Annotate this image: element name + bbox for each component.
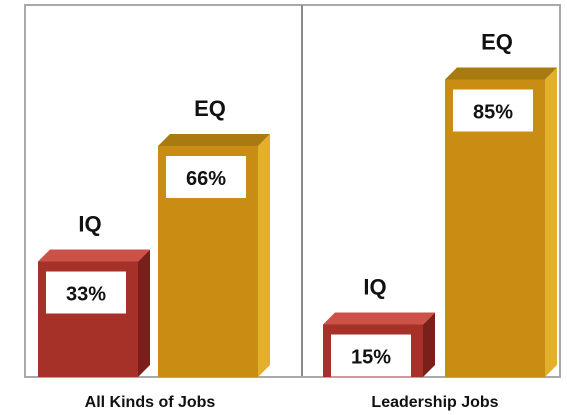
value-label-iq-leadership-jobs: 15% bbox=[351, 347, 391, 369]
bar-side-eq-all-kinds-of-jobs bbox=[258, 134, 270, 377]
bar-side-eq-leadership-jobs bbox=[545, 67, 557, 377]
bar-top-iq-all-kinds-of-jobs bbox=[38, 249, 150, 262]
category-label-all-kinds-of-jobs: All Kinds of Jobs bbox=[85, 394, 216, 411]
bar-side-iq-all-kinds-of-jobs bbox=[138, 249, 150, 377]
value-label-eq-leadership-jobs: 85% bbox=[473, 102, 513, 124]
series-label-eq-all-kinds-of-jobs: EQ bbox=[194, 96, 226, 121]
value-box-iq-leadership-jobs bbox=[331, 334, 411, 377]
category-label-leadership-jobs: Leadership Jobs bbox=[371, 394, 498, 411]
bar-top-iq-leadership-jobs bbox=[323, 312, 435, 325]
bar-top-eq-all-kinds-of-jobs bbox=[158, 134, 270, 146]
bars-layer bbox=[38, 67, 557, 377]
series-label-iq-leadership-jobs: IQ bbox=[363, 275, 386, 300]
bar-top-eq-leadership-jobs bbox=[445, 67, 557, 80]
labels-layer: 33% IQ 66% EQ 15% IQ 85% EQ bbox=[66, 30, 513, 369]
value-box-eq-leadership-jobs bbox=[453, 89, 533, 132]
bar-side-iq-leadership-jobs bbox=[423, 312, 435, 377]
series-label-eq-leadership-jobs: EQ bbox=[481, 30, 513, 55]
value-label-iq-all-kinds-of-jobs: 33% bbox=[66, 284, 106, 306]
value-box-eq-all-kinds-of-jobs bbox=[166, 156, 246, 198]
value-label-eq-all-kinds-of-jobs: 66% bbox=[186, 168, 226, 190]
series-label-iq-all-kinds-of-jobs: IQ bbox=[78, 212, 101, 237]
value-box-iq-all-kinds-of-jobs bbox=[46, 271, 126, 314]
